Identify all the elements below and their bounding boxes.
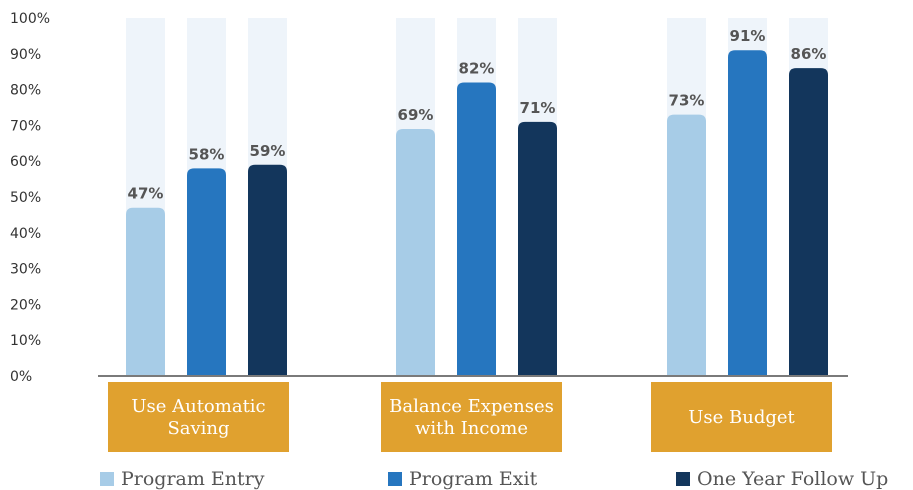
data-label: 91% — [730, 27, 766, 45]
y-tick-label: 10% — [10, 333, 41, 349]
legend-label-one-year-follow-up: One Year Follow Up — [697, 468, 889, 490]
category-label: Balance Expenses — [389, 396, 554, 417]
bar — [728, 50, 767, 376]
y-tick-label: 100% — [10, 11, 50, 27]
category-label: with Income — [415, 418, 528, 439]
category-label: Use Automatic — [131, 396, 265, 417]
bar — [667, 114, 706, 376]
legend-label-program-exit: Program Exit — [409, 468, 538, 490]
y-tick-label: 50% — [10, 190, 41, 206]
data-label: 71% — [520, 99, 556, 117]
bar — [518, 121, 557, 376]
y-tick-label: 70% — [10, 118, 41, 134]
category-label: Use Budget — [688, 407, 795, 428]
data-label: 73% — [669, 92, 705, 110]
category-box — [381, 382, 562, 452]
y-tick-label: 30% — [10, 262, 41, 278]
bar — [396, 128, 435, 376]
y-tick-label: 60% — [10, 154, 41, 170]
legend-swatch-one-year-follow-up — [676, 472, 690, 486]
bar — [248, 164, 287, 376]
legend-swatch-program-entry — [100, 472, 114, 486]
y-tick-label: 80% — [10, 83, 41, 99]
bar — [789, 68, 828, 377]
data-label: 82% — [459, 59, 495, 77]
data-label: 58% — [189, 145, 225, 163]
bar — [187, 168, 226, 376]
bar — [457, 82, 496, 376]
data-label: 47% — [128, 185, 164, 203]
legend-swatch-program-exit — [388, 472, 402, 486]
category-box — [108, 382, 289, 452]
y-tick-label: 40% — [10, 226, 41, 242]
bar — [126, 207, 165, 376]
legend-item-program-entry: Program Entry — [100, 468, 265, 490]
y-tick-label: 0% — [10, 369, 32, 385]
bar-chart: 0% 10% 20% 30% 40% 50% 60% 70% 80% 90% 100% 47% 58% 5… — [10, 11, 848, 452]
legend: Program Entry Program Exit One Year Foll… — [0, 468, 913, 490]
legend-item-one-year-follow-up: One Year Follow Up — [676, 468, 888, 490]
legend-item-program-exit: Program Exit — [388, 468, 537, 490]
y-tick-label: 20% — [10, 297, 41, 313]
data-label: 69% — [398, 106, 434, 124]
data-label: 59% — [250, 142, 286, 160]
y-tick-label: 90% — [10, 47, 41, 63]
legend-label-program-entry: Program Entry — [121, 468, 265, 490]
category-box — [651, 382, 832, 452]
data-label: 86% — [791, 45, 827, 63]
category-label: Saving — [167, 418, 229, 439]
